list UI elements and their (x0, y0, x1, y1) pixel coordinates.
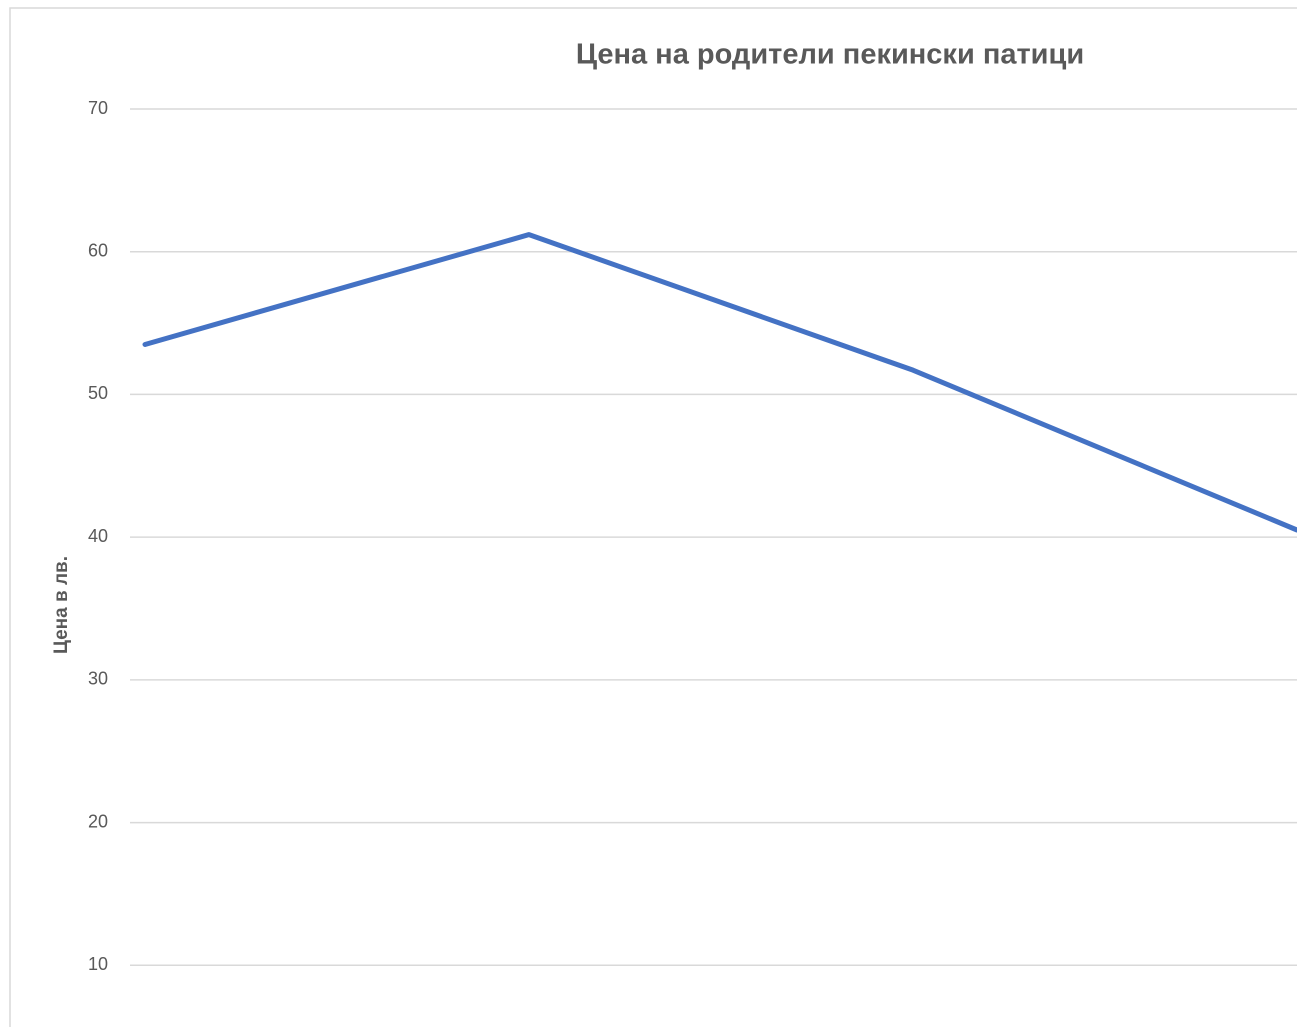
y-axis-label: Цена в лв. (51, 556, 72, 654)
y-tick-label: 30 (88, 669, 108, 689)
y-tick-label: 20 (88, 811, 108, 831)
chart-title: Цена на родители пекински патици (576, 39, 1084, 71)
y-tick-label: 50 (88, 383, 108, 403)
y-tick-label: 60 (88, 240, 108, 260)
chart-frame (9, 7, 1297, 1027)
y-tick-label: 10 (88, 954, 108, 974)
data-line (142, 232, 1297, 533)
y-tick-label: 40 (88, 526, 108, 546)
y-tick-label: 70 (88, 98, 108, 118)
